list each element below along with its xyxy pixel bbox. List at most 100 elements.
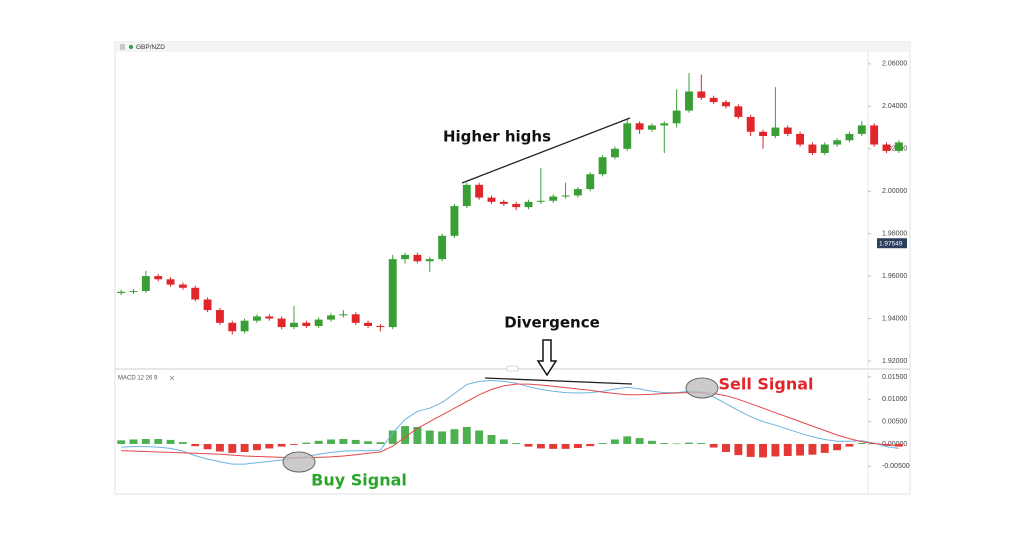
histogram-bar xyxy=(635,438,644,444)
candle-body xyxy=(845,133,854,141)
histogram-bar xyxy=(845,443,854,447)
candle-body xyxy=(166,279,175,285)
histogram-bar xyxy=(191,443,200,447)
histogram-bar xyxy=(536,443,545,449)
histogram-bar xyxy=(685,442,693,444)
candle-body xyxy=(586,174,595,190)
trend-line xyxy=(461,117,631,184)
candle-body xyxy=(709,97,718,103)
candle-body xyxy=(796,133,805,145)
candle-body xyxy=(438,235,447,260)
candle-body xyxy=(290,322,298,328)
histogram-bar xyxy=(573,443,582,448)
candle-body xyxy=(697,91,706,98)
sell-marker xyxy=(685,377,719,399)
histogram-bar xyxy=(709,443,718,448)
histogram-bar xyxy=(327,439,335,444)
macd-line xyxy=(121,379,899,465)
candle-body xyxy=(178,284,187,288)
histogram-bar xyxy=(166,439,175,444)
histogram-bar xyxy=(413,426,422,444)
histogram-bar xyxy=(722,443,730,452)
annotation: Higher highs xyxy=(443,128,551,146)
histogram-bar xyxy=(796,443,805,456)
arrow xyxy=(536,339,558,377)
histogram-bar xyxy=(401,426,410,444)
histogram-bar xyxy=(512,443,521,444)
header-bar xyxy=(115,42,910,52)
candle-body xyxy=(685,91,693,111)
histogram-bar xyxy=(351,439,360,444)
candle-body xyxy=(364,322,372,326)
candle-body xyxy=(462,184,471,207)
candle-body xyxy=(672,110,681,124)
histogram-bar xyxy=(376,442,385,444)
y-tick-label: 1.94000 xyxy=(882,315,907,322)
histogram-bar xyxy=(561,443,570,449)
pane-handle[interactable] xyxy=(506,365,519,372)
y-tick-label: 0.00000 xyxy=(882,441,907,448)
candle-body xyxy=(302,322,311,326)
chart-panel xyxy=(114,41,911,495)
candle-body xyxy=(894,142,903,151)
histogram-bar xyxy=(203,443,212,450)
candle-body xyxy=(117,291,126,294)
histogram-bar xyxy=(623,436,632,444)
candle-body xyxy=(660,123,669,126)
candle-body xyxy=(771,127,780,137)
histogram-bar xyxy=(586,443,595,447)
last-price-box xyxy=(877,238,907,249)
candle-body xyxy=(882,144,891,151)
close-icon[interactable] xyxy=(169,375,175,381)
candle-body xyxy=(746,116,755,132)
histogram-bar xyxy=(450,429,459,444)
histogram-bar xyxy=(154,439,163,444)
y-tick-label: 1.92000 xyxy=(882,358,907,365)
candle-body xyxy=(759,131,767,137)
candle-body xyxy=(203,299,212,311)
candle-body xyxy=(573,189,582,196)
candle-body xyxy=(648,125,656,130)
candle-body xyxy=(215,310,224,323)
candle-body xyxy=(833,140,842,145)
histogram-bar xyxy=(524,443,533,447)
candle-body xyxy=(808,144,817,154)
annotation: Sell Signal xyxy=(718,375,813,394)
y-tick-label: -0.00500 xyxy=(882,463,910,470)
candle-body xyxy=(339,314,348,316)
candle-body xyxy=(191,287,200,300)
histogram-bar xyxy=(833,443,842,451)
buy-marker xyxy=(282,451,316,473)
histogram-bar xyxy=(388,430,397,444)
candle-body xyxy=(598,157,607,175)
candle-body xyxy=(401,254,410,260)
macd-title: MACD 12 26 9 xyxy=(118,376,158,382)
histogram-bar xyxy=(117,440,126,444)
histogram-bar xyxy=(141,439,150,444)
y-tick-label: 0.01500 xyxy=(882,374,907,381)
histogram-bar xyxy=(499,439,508,444)
histogram-bar xyxy=(462,426,471,444)
histogram-bar xyxy=(697,443,706,444)
candle-body xyxy=(376,325,385,328)
annotation: Divergence xyxy=(504,314,600,332)
histogram-bar xyxy=(610,439,619,444)
histogram-bar xyxy=(759,443,767,458)
histogram-bar xyxy=(672,443,681,445)
symbol-title: GBP/NZD xyxy=(136,44,165,51)
candle-body xyxy=(512,203,521,208)
divergence-line xyxy=(484,377,633,385)
histogram-bar xyxy=(339,439,348,444)
menu-icon[interactable] xyxy=(120,44,125,50)
histogram-bar xyxy=(228,443,237,453)
histogram-bar xyxy=(734,443,743,456)
candle-body xyxy=(475,184,484,198)
histogram-bar xyxy=(265,443,274,449)
candle-body xyxy=(820,144,829,154)
y-tick-label: 1.98000 xyxy=(882,231,907,238)
candle-body xyxy=(154,276,163,280)
y-tick-label: 0.01000 xyxy=(882,396,907,403)
y-tick-label: 2.02000 xyxy=(882,146,907,153)
